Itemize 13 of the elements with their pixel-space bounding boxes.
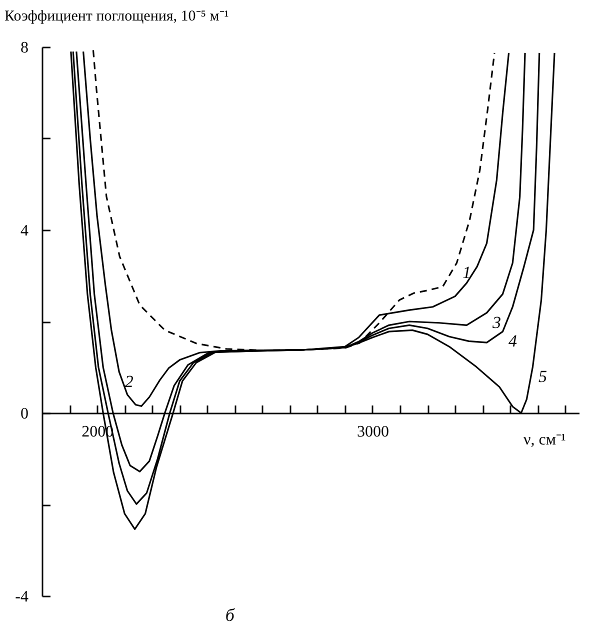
annotation: 1 [462, 262, 471, 282]
y-tick-label: -4 [15, 588, 28, 606]
y-tick-label: 4 [20, 222, 28, 240]
annotation: 2 [124, 372, 134, 391]
y-tick-label: 0 [20, 406, 28, 422]
annotation: 3 [491, 312, 501, 332]
x-tick-label: 3000 [356, 424, 389, 440]
annotation: 4 [508, 332, 518, 351]
y-tick-label: 8 [20, 40, 28, 56]
text: б [225, 605, 236, 625]
x-axis-title: ν, см⁻¹ [524, 432, 566, 448]
annotation: 5 [538, 366, 547, 386]
y-axis-title: Коэффициент поглощения, 10⁻⁵ м⁻¹ [4, 8, 229, 24]
